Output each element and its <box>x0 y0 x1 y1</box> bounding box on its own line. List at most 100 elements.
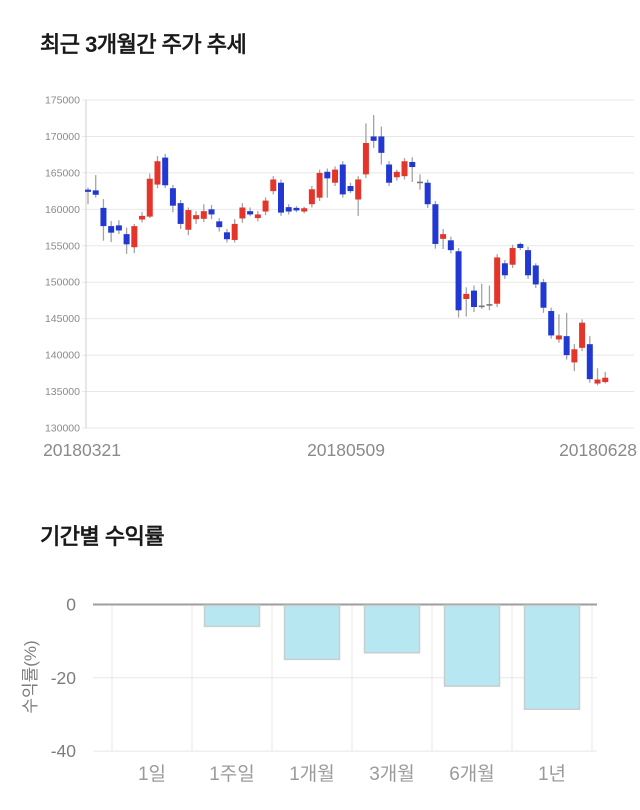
candle-down <box>501 263 508 276</box>
price-y-tick-label: 150000 <box>45 277 80 289</box>
candle-down <box>162 157 169 186</box>
candle-down <box>517 243 524 248</box>
candle-down <box>347 186 354 192</box>
candle-up <box>494 257 501 304</box>
candle-down <box>285 207 292 212</box>
candle-up <box>231 223 238 240</box>
returns-bar-6개월 <box>443 604 501 687</box>
candle-up <box>308 189 315 205</box>
returns-category-label: 1년 <box>538 763 566 785</box>
candle-up <box>262 200 269 212</box>
candle-up <box>362 143 369 175</box>
returns-y-axis-label: 수익률(%) <box>21 640 40 713</box>
candle-down <box>278 182 284 213</box>
candle-down <box>548 311 555 336</box>
candle-down <box>92 190 99 195</box>
candle-down <box>123 234 130 245</box>
returns-category-label: 3개월 <box>369 763 415 785</box>
price-y-tick-label: 155000 <box>45 240 80 252</box>
candle-up <box>139 215 146 220</box>
candle-down <box>386 164 393 183</box>
candle-down <box>424 182 431 205</box>
candle-down <box>177 203 184 224</box>
price-x-axis-label: 20180628 <box>559 440 637 460</box>
candle-down <box>100 207 107 227</box>
candle-down <box>378 136 385 153</box>
candle-down <box>208 209 215 215</box>
candle-down <box>586 344 593 380</box>
candle-up <box>393 171 400 178</box>
candle-up <box>332 169 339 183</box>
candle-down <box>409 161 416 168</box>
returns-y-tick-label: 0 <box>66 595 76 615</box>
candle-down <box>293 207 300 211</box>
returns-category-label: 1주일 <box>209 763 255 785</box>
candle-up <box>193 215 200 220</box>
candle-down <box>455 251 462 311</box>
candle-down <box>339 164 346 195</box>
candle-down <box>532 265 539 285</box>
candle-down <box>563 336 570 356</box>
returns-bar-1개월 <box>283 604 341 661</box>
candle-down <box>223 232 230 240</box>
candle-up <box>509 247 516 265</box>
returns-bar-1년 <box>523 604 581 710</box>
candle-up <box>239 207 246 219</box>
price-y-tick-label: 145000 <box>45 313 80 325</box>
returns-bar-chart: 0 -20 -40 1일 1주일 1개월 3개월 6개월 1년 수익률(%) <box>21 595 597 785</box>
candle-up <box>555 335 562 340</box>
candle-up <box>254 214 261 219</box>
candle-up <box>270 179 277 192</box>
candle-up <box>579 322 586 348</box>
candle-up <box>594 379 601 384</box>
candle-up <box>316 172 323 198</box>
returns-category-label: 6개월 <box>449 763 495 785</box>
returns-category-label: 1개월 <box>289 763 335 785</box>
candle-down <box>447 240 454 251</box>
price-y-tick-label: 140000 <box>45 350 80 362</box>
candle-up <box>131 226 138 248</box>
price-y-tick-label: 165000 <box>45 167 80 179</box>
price-y-tick-label: 170000 <box>45 131 80 143</box>
candle-up <box>463 293 470 299</box>
price-x-axis-label: 20180321 <box>43 440 121 460</box>
candle-down <box>370 136 377 141</box>
candle-up <box>602 377 609 383</box>
candle-down <box>525 250 532 276</box>
returns-chart-title: 기간별 수익률 <box>40 524 165 549</box>
returns-y-tick-label: -40 <box>51 741 77 761</box>
candle-doji <box>478 305 485 308</box>
candle-down <box>247 211 254 215</box>
returns-y-tick-label: -20 <box>51 668 77 688</box>
candle-down <box>115 225 122 231</box>
candle-up <box>146 178 153 217</box>
candle-up <box>301 208 308 212</box>
candle-up <box>355 179 362 200</box>
candle-down <box>169 188 176 206</box>
candle-down <box>324 171 331 179</box>
candle-down <box>216 221 223 228</box>
price-x-axis-label: 20180509 <box>307 440 385 460</box>
candle-up <box>401 161 408 177</box>
price-candlestick-chart: 130000 135000 140000 145000 150000 155000 1600… <box>43 95 637 461</box>
candle-down <box>471 290 477 308</box>
candle-down <box>108 226 115 233</box>
price-y-tick-label: 135000 <box>45 386 80 398</box>
candle-up <box>154 161 161 185</box>
candle-doji <box>416 181 423 184</box>
candle-up <box>440 234 447 239</box>
candle-down <box>432 204 439 244</box>
candle-up <box>200 211 207 219</box>
price-y-tick-label: 175000 <box>45 95 80 107</box>
candle-down <box>85 189 91 192</box>
price-y-tick-label: 160000 <box>45 204 80 216</box>
candle-up <box>571 349 578 363</box>
returns-category-label: 1일 <box>138 763 166 785</box>
price-chart-title: 최근 3개월간 주가 추세 <box>40 32 247 57</box>
price-y-tick-label: 130000 <box>45 423 80 435</box>
candle-doji <box>486 304 493 306</box>
candle-up <box>185 210 192 230</box>
candle-down <box>540 282 547 308</box>
returns-bar-1주일 <box>203 604 261 628</box>
